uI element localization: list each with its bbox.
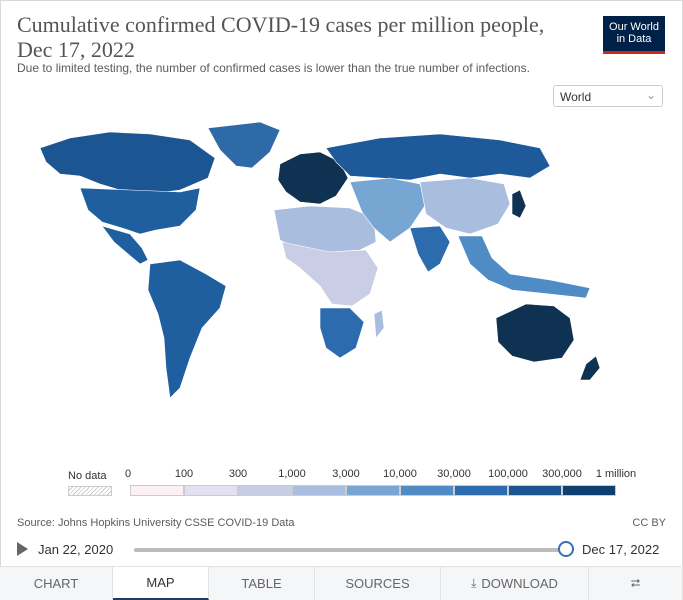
legend-tick-label: 1 million: [595, 468, 637, 480]
source-note[interactable]: Source: Johns Hopkins University CSSE CO…: [17, 517, 295, 529]
map-region-mexico[interactable]: [101, 225, 149, 265]
chart-title: Cumulative confirmed COVID-19 cases per …: [17, 12, 545, 62]
map-region-south-america[interactable]: [147, 259, 227, 399]
tab-share[interactable]: ⮂: [589, 567, 683, 600]
tab-bar: CHART MAP TABLE SOURCES ⤓ DOWNLOAD ⮂: [0, 566, 683, 600]
timeline-handle[interactable]: [558, 541, 574, 557]
tab-label: DOWNLOAD: [481, 576, 558, 591]
tab-label: MAP: [146, 575, 175, 590]
map-region-madagascar[interactable]: [373, 309, 385, 339]
legend-tick-label: 10,000: [383, 468, 417, 480]
chart-subtitle: Due to limited testing, the number of co…: [17, 61, 530, 75]
tab-sources[interactable]: SOURCES: [315, 567, 441, 600]
owid-logo[interactable]: Our World in Data: [603, 16, 665, 54]
map-region-russia[interactable]: [325, 133, 551, 181]
tab-chart[interactable]: CHART: [0, 567, 113, 600]
legend-swatch[interactable]: [238, 485, 292, 496]
logo-line-2: in Data: [616, 33, 652, 45]
map-region-southern-africa[interactable]: [319, 307, 365, 359]
tab-download[interactable]: ⤓ DOWNLOAD: [441, 567, 589, 600]
legend-swatch[interactable]: [508, 485, 562, 496]
legend-tick-label: 100,000: [488, 468, 528, 480]
legend-tick-label: 3,000: [332, 468, 360, 480]
map-region-usa[interactable]: [79, 187, 201, 235]
legend-swatch[interactable]: [292, 485, 346, 496]
tab-table[interactable]: TABLE: [209, 567, 315, 600]
color-legend: 0 100 300 1,000 3,000 10,000 30,000 100,000 300,…: [68, 468, 636, 498]
map-region-india[interactable]: [409, 225, 451, 273]
legend-tick-label: 0: [124, 468, 132, 480]
map-region-china[interactable]: [419, 177, 511, 235]
legend-no-data-swatch: [68, 486, 112, 496]
timeline-track-fill: [134, 548, 566, 552]
license-link[interactable]: CC BY: [632, 517, 666, 529]
tab-label: SOURCES: [345, 576, 410, 591]
legend-tick-label: 1,000: [278, 468, 306, 480]
map-region-greenland[interactable]: [207, 121, 281, 169]
map-region-central-africa[interactable]: [281, 241, 379, 307]
legend-tick-label: 100: [174, 468, 194, 480]
region-select-value: World: [560, 90, 592, 104]
map-region-europe[interactable]: [277, 151, 349, 205]
timeline-end-date[interactable]: Dec 17, 2022: [582, 542, 660, 557]
timeline-track[interactable]: [134, 548, 566, 552]
world-map[interactable]: [30, 118, 655, 408]
logo-line-1: Our World: [609, 21, 659, 33]
legend-swatch[interactable]: [346, 485, 400, 496]
map-region-australia[interactable]: [495, 303, 575, 363]
region-select[interactable]: World ⌄: [553, 85, 663, 107]
share-icon: ⮂: [630, 576, 641, 590]
legend-swatch[interactable]: [562, 485, 616, 496]
tab-label: CHART: [33, 576, 79, 591]
legend-swatch[interactable]: [400, 485, 454, 496]
legend-swatch[interactable]: [184, 485, 238, 496]
timeline-start-date[interactable]: Jan 22, 2020: [38, 542, 114, 557]
legend-swatch[interactable]: [130, 485, 184, 496]
legend-tick-label: 300: [228, 468, 248, 480]
map-region-new-zealand[interactable]: [579, 355, 601, 381]
download-icon: ⤓: [471, 576, 477, 590]
tab-map[interactable]: MAP: [113, 567, 209, 600]
map-region-canada[interactable]: [39, 131, 216, 195]
chevron-down-icon: ⌄: [645, 88, 656, 102]
legend-tick-label: 30,000: [437, 468, 471, 480]
map-region-japan[interactable]: [511, 189, 527, 219]
legend-swatch[interactable]: [454, 485, 508, 496]
legend-tick-label: 300,000: [542, 468, 582, 480]
map-region-southeast-asia[interactable]: [457, 235, 591, 299]
legend-no-data-label: No data: [68, 470, 107, 482]
tab-label: TABLE: [241, 576, 282, 591]
play-icon[interactable]: [17, 542, 28, 556]
